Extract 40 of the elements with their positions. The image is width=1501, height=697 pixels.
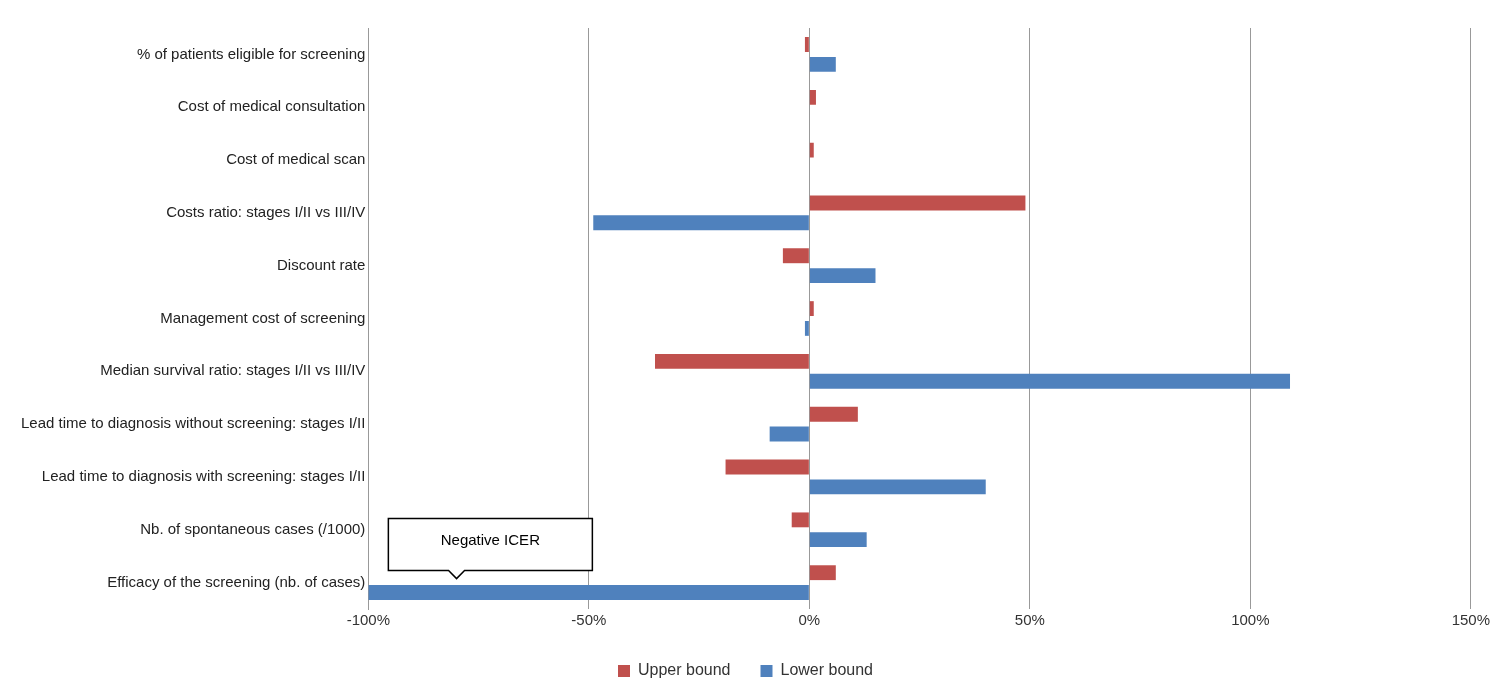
bar [725, 459, 809, 475]
bar [791, 512, 809, 528]
bar [809, 301, 814, 317]
y-tick-label: Lead time to diagnosis with screening: stages I/II [41, 467, 366, 485]
legend-label: Upper bound [637, 661, 731, 679]
y-tick-label: Efficacy of the screening (nb. of cases) [107, 572, 366, 590]
y-tick-label: Management cost of screening [160, 308, 366, 326]
bar [809, 56, 836, 72]
bar [655, 353, 809, 369]
bar [809, 268, 876, 284]
bar [769, 426, 809, 442]
x-tick-label: -50% [571, 611, 607, 629]
x-tick-label: 0% [798, 611, 821, 629]
bar [809, 532, 867, 548]
annotation: Negative ICER [440, 530, 541, 548]
y-tick-label: % of patients eligible for screening [136, 44, 366, 62]
bar [809, 565, 836, 581]
bar [809, 142, 814, 158]
x-tick-label: -100% [346, 611, 391, 629]
bar [782, 248, 809, 264]
bar [804, 37, 809, 52]
y-tick-label: Cost of medical consultation [177, 97, 366, 115]
x-tick-label: 50% [1014, 611, 1045, 629]
bar [809, 195, 1026, 211]
bar [809, 479, 986, 495]
bar [804, 320, 809, 336]
y-tick-label: Cost of medical scan [226, 150, 366, 168]
y-tick-label: Lead time to diagnosis without screening: stages I/II [20, 414, 366, 432]
legend-label: Lower bound [780, 661, 874, 679]
x-tick-label: 150% [1451, 611, 1491, 629]
y-tick-label: Discount rate [276, 255, 366, 273]
bar [593, 215, 809, 231]
bar [809, 373, 1291, 389]
bar [368, 585, 809, 600]
x-tick-label: 100% [1231, 611, 1270, 629]
bar [809, 89, 816, 105]
y-tick-label: Median survival ratio: stages I/II vs III/IV [100, 361, 366, 379]
bar [809, 406, 858, 422]
y-tick-label: Costs ratio: stages I/II vs III/IV [166, 203, 366, 220]
y-tick-label: Nb. of spontaneous cases (/1000) [140, 519, 366, 537]
